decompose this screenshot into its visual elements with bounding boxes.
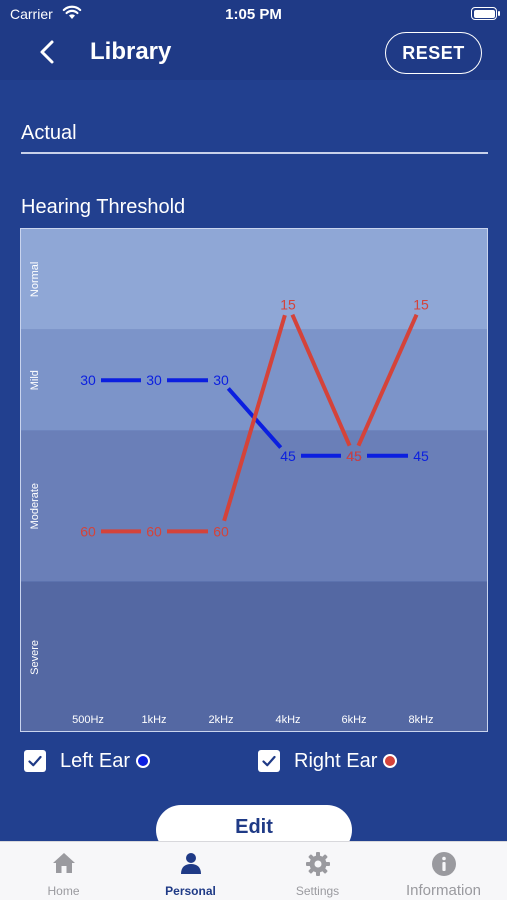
page-title: Library bbox=[90, 38, 172, 65]
data-label: 45 bbox=[280, 448, 296, 464]
right-ear-color-dot bbox=[383, 754, 398, 768]
chevron-left-icon bbox=[40, 40, 54, 64]
chart-heading: Hearing Threshold bbox=[21, 196, 186, 218]
tab-home[interactable]: Home bbox=[0, 842, 127, 900]
band-label: Normal bbox=[29, 262, 41, 297]
section-title: Actual bbox=[21, 122, 77, 144]
band-normal bbox=[21, 229, 487, 330]
tab-settings-label: Settings bbox=[295, 884, 340, 898]
data-label: 60 bbox=[213, 523, 229, 539]
tab-information[interactable]: Information bbox=[380, 842, 507, 900]
battery-icon bbox=[471, 7, 500, 20]
series-segment bbox=[222, 314, 287, 522]
band-label: Moderate bbox=[29, 483, 41, 529]
right-ear-label: Right Ear bbox=[294, 749, 378, 772]
audiogram-chart: Normal Mild Moderate Severe 500Hz 1kHz 2kHz 4kH… bbox=[20, 228, 488, 732]
person-icon bbox=[179, 851, 203, 880]
tab-personal-label: Personal bbox=[165, 884, 216, 898]
data-label: 45 bbox=[346, 448, 362, 464]
x-tick-label: 4kHz bbox=[275, 714, 300, 726]
data-label: 60 bbox=[146, 523, 162, 539]
reset-button[interactable]: RESET bbox=[385, 32, 482, 74]
band-moderate bbox=[21, 430, 487, 582]
divider bbox=[21, 152, 488, 154]
home-icon bbox=[51, 851, 77, 880]
x-tick-label: 500Hz bbox=[72, 714, 104, 726]
carrier-label: Carrier bbox=[10, 6, 53, 22]
status-bar: Carrier 1:05 PM bbox=[0, 0, 507, 28]
tab-information-label: Information bbox=[405, 882, 482, 899]
data-label: 30 bbox=[80, 372, 96, 388]
data-label: 30 bbox=[213, 372, 229, 388]
checkmark-icon bbox=[28, 755, 42, 767]
left-ear-label: Left Ear bbox=[60, 749, 131, 772]
data-label: 30 bbox=[146, 372, 162, 388]
top-bar: Carrier 1:05 PM Library RESET bbox=[0, 0, 507, 80]
series-segment bbox=[356, 313, 419, 447]
x-tick-label: 8kHz bbox=[408, 714, 433, 726]
series-right-ear: 60 60 60 15 45 15 bbox=[80, 297, 429, 540]
data-label: 15 bbox=[413, 297, 429, 313]
data-label: 45 bbox=[346, 448, 362, 464]
left-ear-toggle[interactable]: Left Ear bbox=[24, 748, 151, 774]
nav-bar: Library RESET bbox=[0, 28, 507, 80]
info-icon bbox=[431, 851, 457, 882]
left-ear-color-dot bbox=[136, 754, 151, 768]
x-tick-label: 2kHz bbox=[208, 714, 233, 726]
status-time: 1:05 PM bbox=[225, 6, 282, 23]
tab-home-label: Home bbox=[47, 884, 80, 898]
series-left-ear: 30 30 30 45 45 45 bbox=[80, 372, 429, 464]
tab-personal[interactable]: Personal bbox=[127, 842, 254, 900]
right-ear-toggle[interactable]: Right Ear bbox=[258, 748, 398, 774]
data-label: 45 bbox=[413, 448, 429, 464]
wifi-icon bbox=[62, 5, 82, 23]
band-severe bbox=[21, 581, 487, 731]
data-label: 60 bbox=[80, 523, 96, 539]
left-ear-checkbox[interactable] bbox=[24, 750, 46, 772]
band-label: Severe bbox=[29, 640, 41, 675]
checkmark-icon bbox=[262, 755, 276, 767]
x-tick-label: 1kHz bbox=[141, 714, 166, 726]
tab-settings[interactable]: Settings bbox=[254, 842, 381, 900]
back-button[interactable] bbox=[32, 36, 64, 68]
data-label: 15 bbox=[280, 297, 296, 313]
right-ear-checkbox[interactable] bbox=[258, 750, 280, 772]
audiogram-svg: Normal Mild Moderate Severe 500Hz 1kHz 2kHz 4kH… bbox=[21, 229, 487, 731]
gear-icon bbox=[305, 851, 331, 882]
tab-bar: Home Personal bbox=[0, 841, 507, 900]
band-label: Mild bbox=[29, 370, 41, 390]
x-tick-label: 6kHz bbox=[341, 714, 366, 726]
series-segment bbox=[290, 313, 352, 447]
